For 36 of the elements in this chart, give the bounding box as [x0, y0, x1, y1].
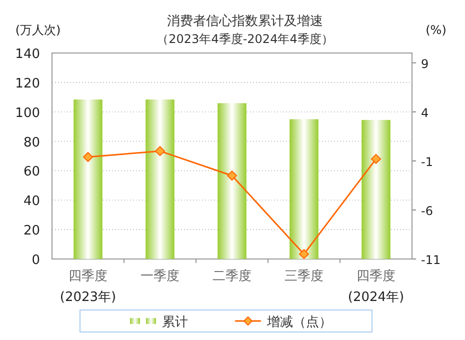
y2-tick-label: -11: [421, 253, 441, 267]
x-tick-label: 三季度: [284, 268, 324, 284]
y-tick-label: 100: [15, 106, 40, 121]
bar: [290, 119, 318, 259]
legend-label: 累计: [162, 315, 188, 330]
text: (2024年): [348, 290, 404, 305]
y-axis-title: (万人次): [15, 23, 61, 37]
y2-axis-title: (%): [426, 23, 446, 37]
bar: [74, 99, 102, 259]
point: [155, 146, 165, 156]
bar: [218, 103, 246, 259]
y-tick-label: 60: [23, 164, 40, 180]
y2-tick-label: 4: [421, 106, 429, 120]
chart-subtitle: （2023年4季度-2024年4季度）: [156, 32, 334, 46]
y2-tick-label: 9: [421, 56, 429, 71]
x-tick-label: 一季度: [140, 268, 180, 284]
x-tick-label: 四季度: [68, 268, 108, 284]
point: [299, 249, 309, 260]
y-tick-label: 40: [23, 194, 40, 210]
chart-title: 消费者信心指数累计及增速: [167, 13, 323, 29]
x-tick-label: 四季度: [356, 268, 396, 284]
bar: [146, 99, 174, 259]
y-tick-label: 80: [23, 135, 40, 150]
legend-label: 增减（点）: [266, 315, 332, 330]
point: [227, 170, 237, 181]
text: (2023年): [60, 290, 116, 305]
y-tick-label: 0: [32, 253, 40, 268]
x-tick-label: 二季度: [212, 268, 252, 284]
bar: [362, 120, 390, 259]
y-tick-label: 20: [23, 224, 40, 239]
y2-tick-label: -1: [421, 154, 433, 169]
y-tick-label: 140: [15, 47, 40, 62]
y-tick-label: 120: [15, 76, 40, 92]
y2-tick-label: -6: [421, 204, 433, 218]
point: [371, 154, 381, 164]
point: [83, 152, 93, 162]
